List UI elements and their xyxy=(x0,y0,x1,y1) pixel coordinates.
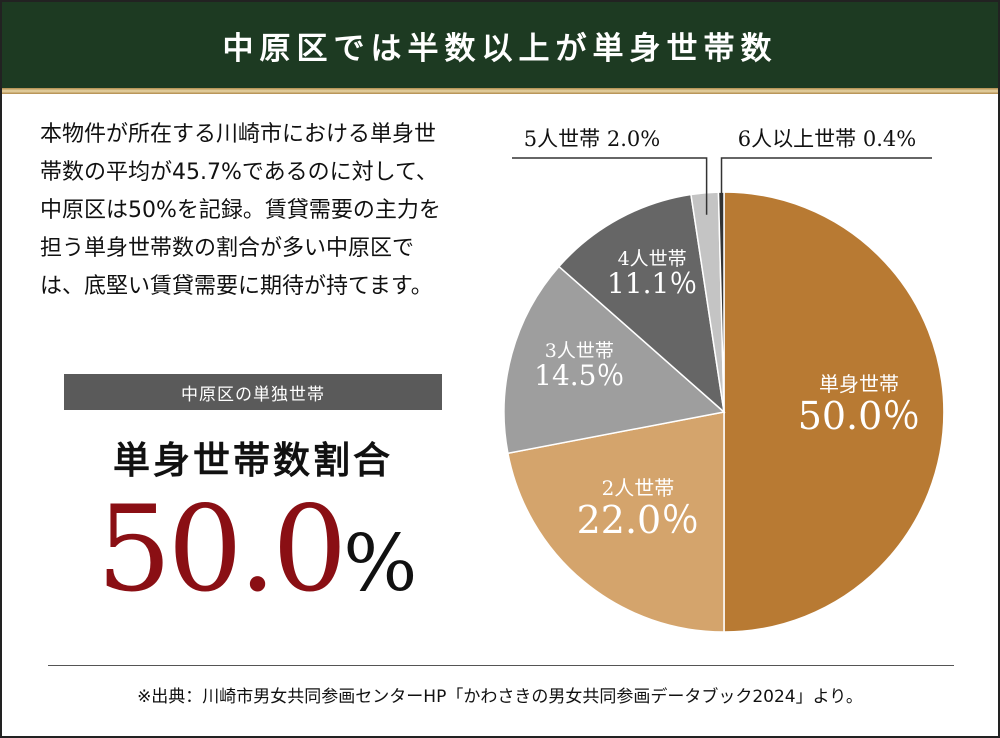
pie-slice-0 xyxy=(723,191,945,633)
slice-label-1: 2人世帯 xyxy=(602,476,675,500)
leader-line-5 xyxy=(720,157,932,215)
page-title: 中原区では半数以上が単身世帯数 xyxy=(2,2,998,88)
stat-value: 50.0% xyxy=(52,490,462,609)
footer-divider xyxy=(48,665,954,666)
slice-label-3: 4人世帯 xyxy=(618,248,687,270)
slice-value-1: 22.0％ xyxy=(577,498,700,542)
leader-line-4 xyxy=(512,157,708,215)
header-divider xyxy=(2,88,998,94)
leader-label-4: 5人世帯 2.0% xyxy=(524,127,660,151)
description-text: 本物件が所在する川崎市における単身世帯数の平均が45.7%であるのに対して、中原… xyxy=(40,122,441,299)
slice-label-2: 3人世帯 xyxy=(545,340,614,362)
slice-value-0: 50.0％ xyxy=(798,394,921,438)
stat-title: 単身世帯数割合 xyxy=(113,439,393,482)
pie-slice-3 xyxy=(557,193,726,414)
pie-slice-1 xyxy=(507,411,725,633)
pie-slice-2 xyxy=(503,265,726,455)
stat-number: 50.0 xyxy=(96,480,348,618)
source-note: ※出典：川崎市男女共同参画センターHP「かわさきの男女共同参画データブック202… xyxy=(137,687,863,707)
slice-label-0: 単身世帯 xyxy=(819,372,899,396)
slice-value-2: 14.5％ xyxy=(534,359,624,392)
leader-label-5: 6人以上世帯 0.4% xyxy=(738,127,916,151)
stat-unit: % xyxy=(343,519,418,609)
slice-value-3: 11.1％ xyxy=(607,267,697,300)
stat-kicker: 中原区の単独世帯 xyxy=(64,374,442,410)
